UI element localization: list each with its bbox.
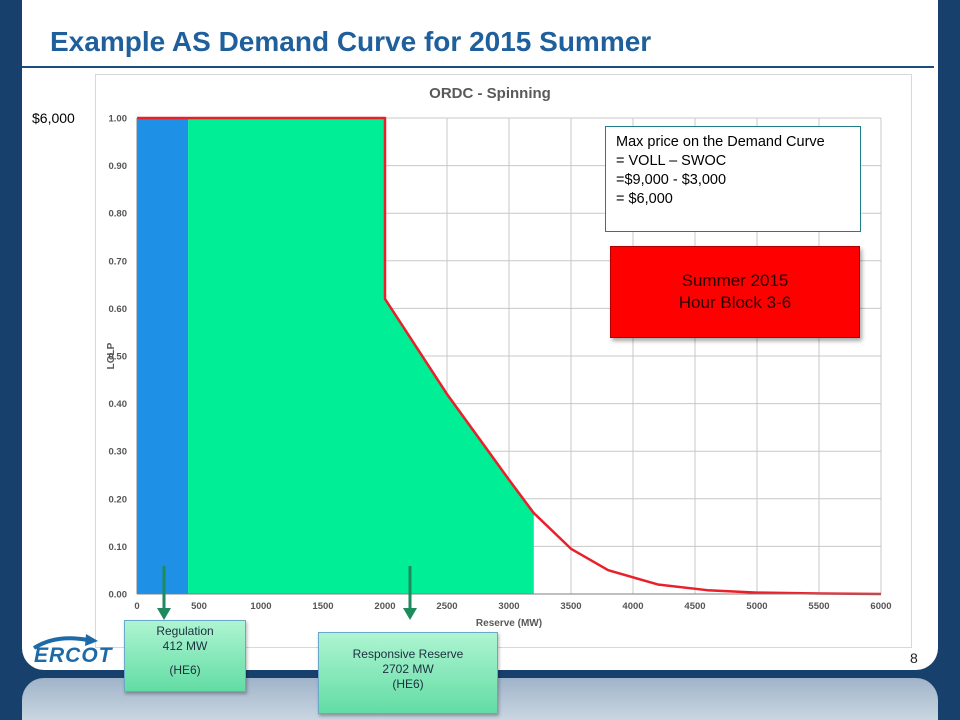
callout-mw: 412 MW: [162, 639, 208, 653]
y-tick-label: 0.30: [109, 447, 128, 458]
y-tick-label: 0.40: [109, 399, 128, 410]
x-tick-label: 4500: [684, 601, 705, 612]
season-line: Hour Block 3-6: [678, 293, 792, 312]
x-tick-label: 3500: [560, 601, 581, 612]
x-axis-label: Reserve (MW): [476, 618, 542, 629]
y-tick-label: 0.50: [109, 352, 128, 363]
callout-name: Responsive Reserve: [352, 647, 464, 661]
note-line: =$9,000 - $3,000: [616, 172, 727, 188]
x-tick-label: 2500: [436, 601, 457, 612]
chart-title: ORDC - Spinning: [429, 85, 551, 102]
demand-curve-line: [137, 116, 882, 596]
max-price-note: Max price on the Demand Curve = VOLL – S…: [605, 126, 861, 232]
x-tick-label: 1000: [250, 601, 271, 612]
x-tick-label: 4000: [622, 601, 643, 612]
x-tick-label: 500: [191, 601, 207, 612]
page-number: 8: [910, 650, 918, 666]
season-line: Summer 2015: [681, 271, 789, 290]
y-tick-label: 0.10: [109, 542, 128, 553]
logo-swoosh-icon: [32, 634, 98, 650]
x-tick-label: 5000: [746, 601, 767, 612]
x-tick-label: 1500: [312, 601, 333, 612]
y-tick-label: 0.90: [109, 161, 128, 172]
logo-text: ERCOT: [34, 644, 113, 667]
callout-name: Regulation: [156, 624, 214, 638]
ercot-logo: ERCOT: [26, 632, 126, 678]
callout-block: (HE6): [169, 663, 201, 677]
season-label-box: Summer 2015 Hour Block 3-6: [610, 246, 860, 338]
y-tick-label: 0.70: [109, 256, 128, 267]
note-line: = $6,000: [616, 191, 673, 207]
responsive-reserve-callout: Responsive Reserve 2702 MW (HE6): [318, 632, 498, 714]
x-tick-label: 6000: [870, 601, 891, 612]
note-line: = VOLL – SWOC: [616, 153, 727, 169]
x-tick-label: 3000: [498, 601, 519, 612]
regulation-area: [137, 118, 189, 594]
title-divider: [22, 66, 934, 68]
x-tick-label: 5500: [808, 601, 829, 612]
y-tick-label: 0.80: [109, 209, 128, 220]
responsive-reserve-area: [188, 118, 534, 594]
max-price-label: $6,000: [32, 110, 75, 126]
x-tick-label: 0: [134, 601, 139, 612]
y-tick-label: 0.20: [109, 494, 128, 505]
y-axis-label: LOLP: [106, 342, 117, 369]
x-tick-label: 2000: [374, 601, 395, 612]
callout-block: (HE6): [392, 677, 424, 691]
regulation-callout: Regulation 412 MW (HE6): [124, 620, 246, 692]
y-tick-label: 0.00: [109, 590, 128, 601]
y-tick-label: 0.60: [109, 304, 128, 315]
callout-mw: 2702 MW: [382, 662, 434, 676]
slide-title: Example AS Demand Curve for 2015 Summer: [50, 26, 652, 57]
y-tick-label: 1.00: [109, 114, 128, 125]
note-line: Max price on the Demand Curve: [616, 134, 825, 150]
